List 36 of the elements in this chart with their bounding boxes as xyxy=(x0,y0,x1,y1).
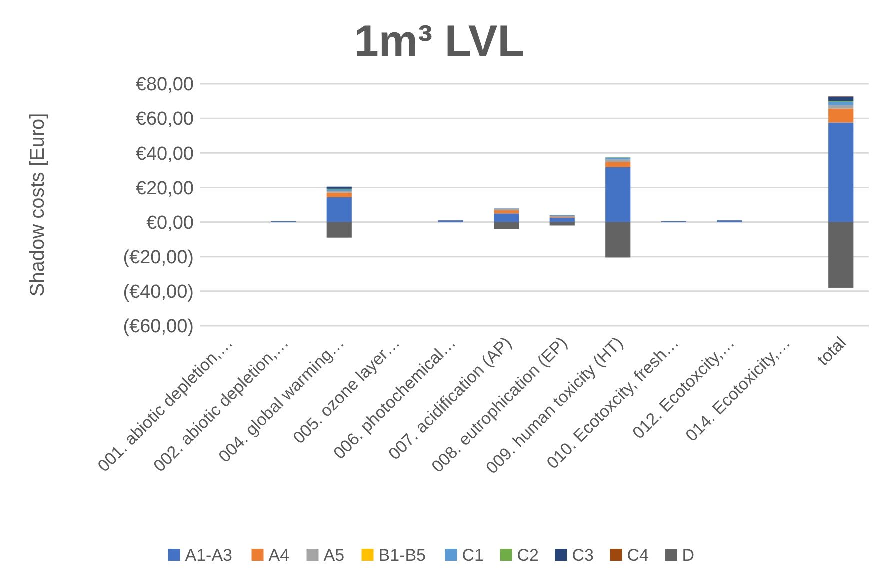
legend-label: C3 xyxy=(572,546,594,565)
y-tick-label: €80,00 xyxy=(136,74,194,96)
bar xyxy=(828,108,854,123)
bar xyxy=(606,222,631,258)
bar xyxy=(828,122,854,222)
y-axis-title: Shadow costs [Euro] xyxy=(27,113,49,297)
y-tick-label: (€20,00) xyxy=(123,248,194,269)
y-tick-label: €0,00 xyxy=(146,212,194,234)
bar xyxy=(606,162,631,168)
chart-title: 1m³ LVL xyxy=(354,17,525,66)
bar xyxy=(828,96,854,102)
bar xyxy=(326,222,352,238)
legend-label: C4 xyxy=(627,546,649,565)
y-tick-label: €40,00 xyxy=(136,144,194,165)
legend-label: B1-B5 xyxy=(378,546,426,565)
bar xyxy=(326,192,352,198)
y-tick-label: €20,00 xyxy=(136,178,194,200)
bar xyxy=(828,105,854,109)
legend-label: C1 xyxy=(462,546,484,565)
y-tick-label: €60,00 xyxy=(136,109,194,130)
bar xyxy=(326,197,352,222)
legend-label: A1-A3 xyxy=(185,546,232,565)
bar xyxy=(606,167,631,222)
legend-label: C2 xyxy=(517,546,539,565)
bar xyxy=(494,222,520,230)
bar xyxy=(828,222,854,288)
y-tick-label: (€40,00) xyxy=(123,282,194,304)
legend-label: A5 xyxy=(324,546,345,565)
bar xyxy=(494,214,520,222)
bar xyxy=(606,160,631,162)
legend-label: D xyxy=(682,546,695,565)
bar xyxy=(494,210,520,214)
bar xyxy=(828,102,854,106)
y-tick-label: (€60,00) xyxy=(123,316,194,338)
legend-label: A4 xyxy=(268,546,290,565)
bar xyxy=(550,218,575,222)
